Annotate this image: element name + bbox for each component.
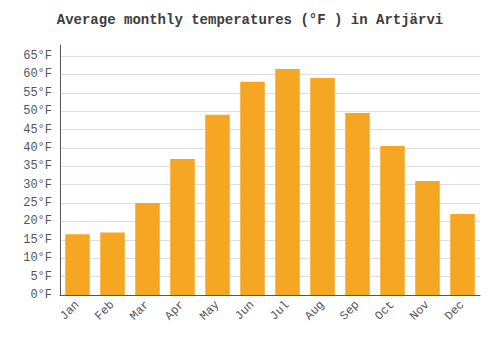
- svg-text:40°F: 40°F: [23, 141, 52, 155]
- svg-text:Apr: Apr: [162, 298, 187, 323]
- svg-text:10°F: 10°F: [23, 251, 52, 265]
- svg-text:Dec: Dec: [442, 298, 467, 323]
- svg-text:35°F: 35°F: [23, 159, 52, 173]
- svg-text:15°F: 15°F: [23, 233, 52, 247]
- svg-text:45°F: 45°F: [23, 123, 52, 137]
- svg-text:Jun: Jun: [232, 298, 257, 323]
- svg-text:May: May: [197, 298, 222, 323]
- svg-text:20°F: 20°F: [23, 214, 52, 228]
- svg-text:0°F: 0°F: [30, 288, 52, 302]
- svg-text:Average monthly temperatures (: Average monthly temperatures (°F ) in Ar…: [57, 12, 443, 28]
- svg-text:25°F: 25°F: [23, 196, 52, 210]
- svg-text:30°F: 30°F: [23, 178, 52, 192]
- svg-text:Nov: Nov: [407, 298, 432, 323]
- svg-text:Oct: Oct: [372, 298, 397, 323]
- svg-text:60°F: 60°F: [23, 67, 52, 81]
- svg-text:55°F: 55°F: [23, 86, 52, 100]
- svg-text:Jul: Jul: [267, 298, 292, 323]
- svg-text:5°F: 5°F: [30, 270, 52, 284]
- svg-text:Sep: Sep: [337, 298, 362, 323]
- svg-text:50°F: 50°F: [23, 104, 52, 118]
- svg-text:Mar: Mar: [127, 298, 152, 323]
- svg-text:65°F: 65°F: [23, 49, 52, 63]
- svg-text:Aug: Aug: [302, 298, 327, 323]
- svg-text:Feb: Feb: [92, 298, 117, 323]
- svg-text:Jan: Jan: [57, 298, 82, 323]
